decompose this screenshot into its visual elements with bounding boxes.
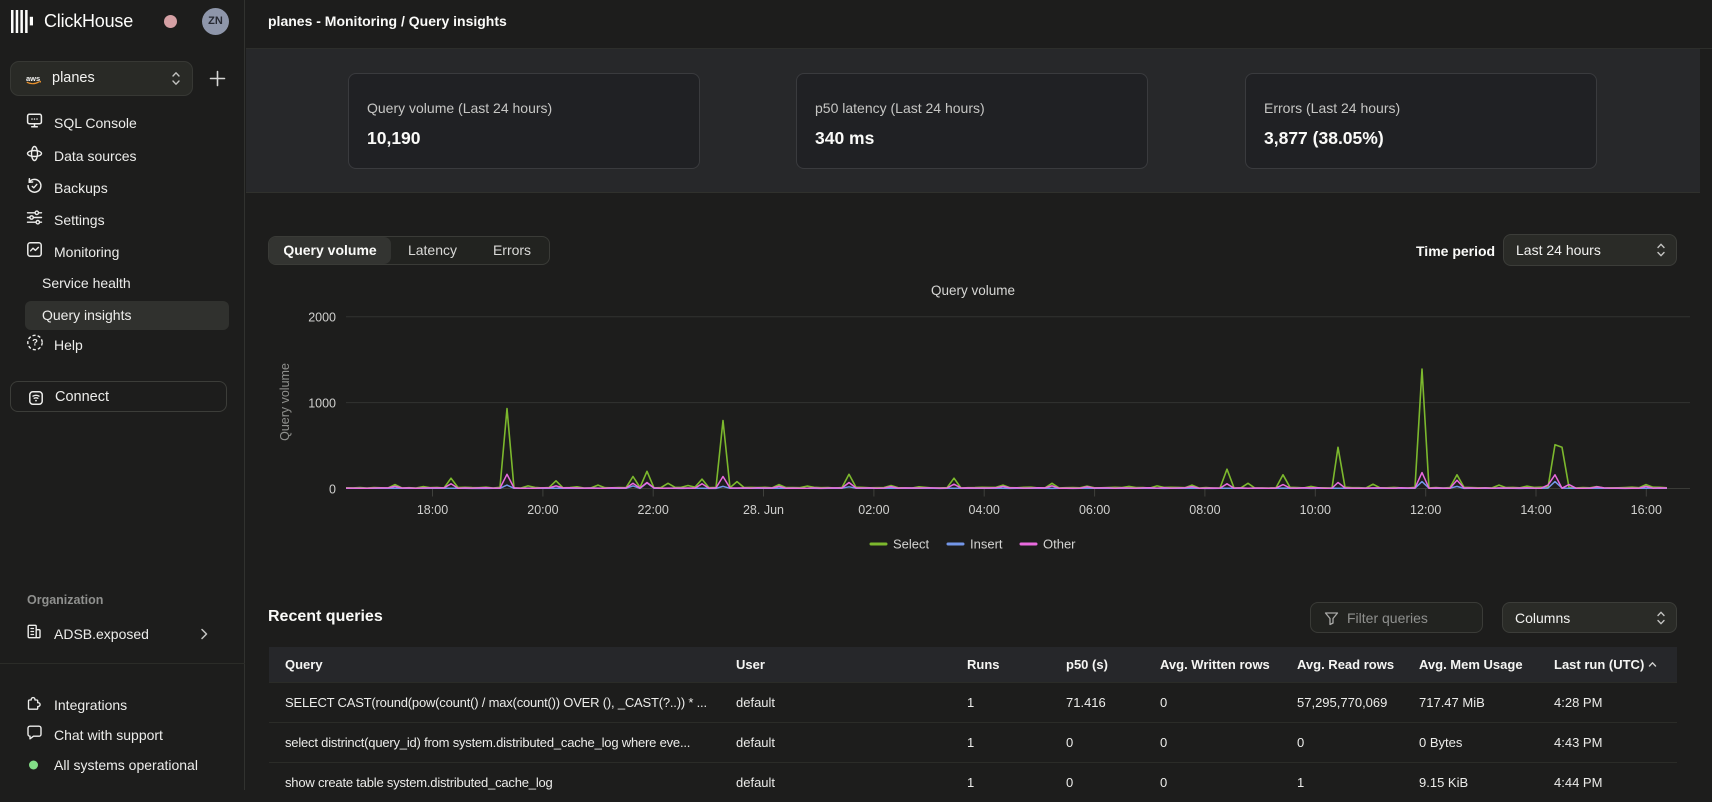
svg-text:06:00: 06:00 xyxy=(1079,503,1110,517)
svg-text:2000: 2000 xyxy=(308,311,336,325)
svg-text:Query volume: Query volume xyxy=(931,283,1015,298)
svg-text:22:00: 22:00 xyxy=(638,503,669,517)
svg-text:Select: Select xyxy=(893,537,930,552)
svg-text:16:00: 16:00 xyxy=(1631,503,1662,517)
svg-text:02:00: 02:00 xyxy=(858,503,889,517)
svg-text:aws: aws xyxy=(26,74,40,83)
svg-text:1000: 1000 xyxy=(308,396,336,410)
svg-text:12:00: 12:00 xyxy=(1410,503,1441,517)
svg-text:18:00: 18:00 xyxy=(417,503,448,517)
svg-text:10:00: 10:00 xyxy=(1300,503,1331,517)
svg-text:0: 0 xyxy=(329,482,336,496)
svg-text:04:00: 04:00 xyxy=(969,503,1000,517)
svg-text:Other: Other xyxy=(1043,537,1076,552)
svg-text:Insert: Insert xyxy=(970,537,1003,552)
svg-text:Query volume: Query volume xyxy=(278,363,292,441)
svg-text:28. Jun: 28. Jun xyxy=(743,503,784,517)
svg-text:20:00: 20:00 xyxy=(527,503,558,517)
svg-text:14:00: 14:00 xyxy=(1520,503,1551,517)
svg-text:08:00: 08:00 xyxy=(1189,503,1220,517)
svg-text:?: ? xyxy=(32,338,38,349)
